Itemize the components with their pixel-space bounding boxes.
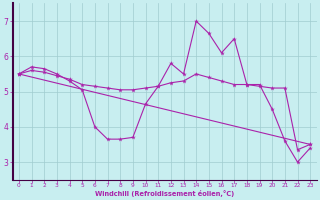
X-axis label: Windchill (Refroidissement éolien,°C): Windchill (Refroidissement éolien,°C) <box>95 190 234 197</box>
